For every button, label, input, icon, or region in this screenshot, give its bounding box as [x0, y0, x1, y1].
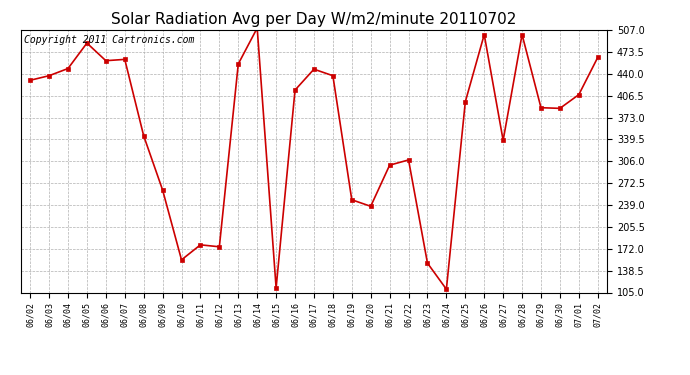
Title: Solar Radiation Avg per Day W/m2/minute 20110702: Solar Radiation Avg per Day W/m2/minute …: [111, 12, 517, 27]
Text: Copyright 2011 Cartronics.com: Copyright 2011 Cartronics.com: [23, 35, 194, 45]
